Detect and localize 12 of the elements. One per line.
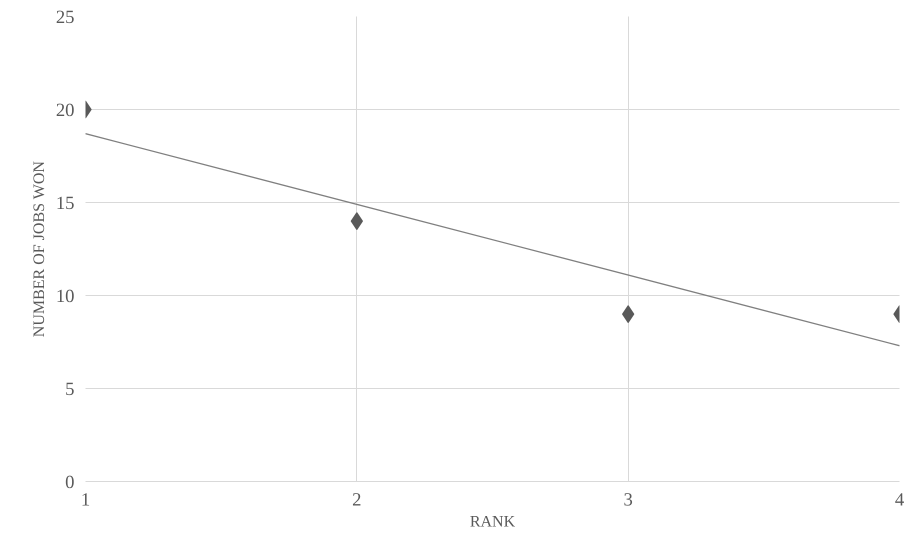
y-tick-label: 15 — [56, 193, 74, 214]
x-axis-title: RANK — [470, 514, 516, 530]
x-tick-label: 3 — [624, 490, 633, 510]
x-tick-label: 1 — [80, 490, 90, 510]
y-tick-label: 10 — [56, 286, 74, 307]
y-tick-label: 25 — [56, 7, 74, 28]
x-tick-label: 2 — [352, 490, 362, 510]
y-tick-label: 20 — [56, 100, 74, 121]
y-axis-title: NUMBER OF JOBS WON — [30, 160, 48, 338]
y-tick-label: 5 — [65, 379, 74, 400]
y-tick-label: 0 — [65, 472, 74, 493]
x-tick-label: 4 — [894, 490, 905, 510]
